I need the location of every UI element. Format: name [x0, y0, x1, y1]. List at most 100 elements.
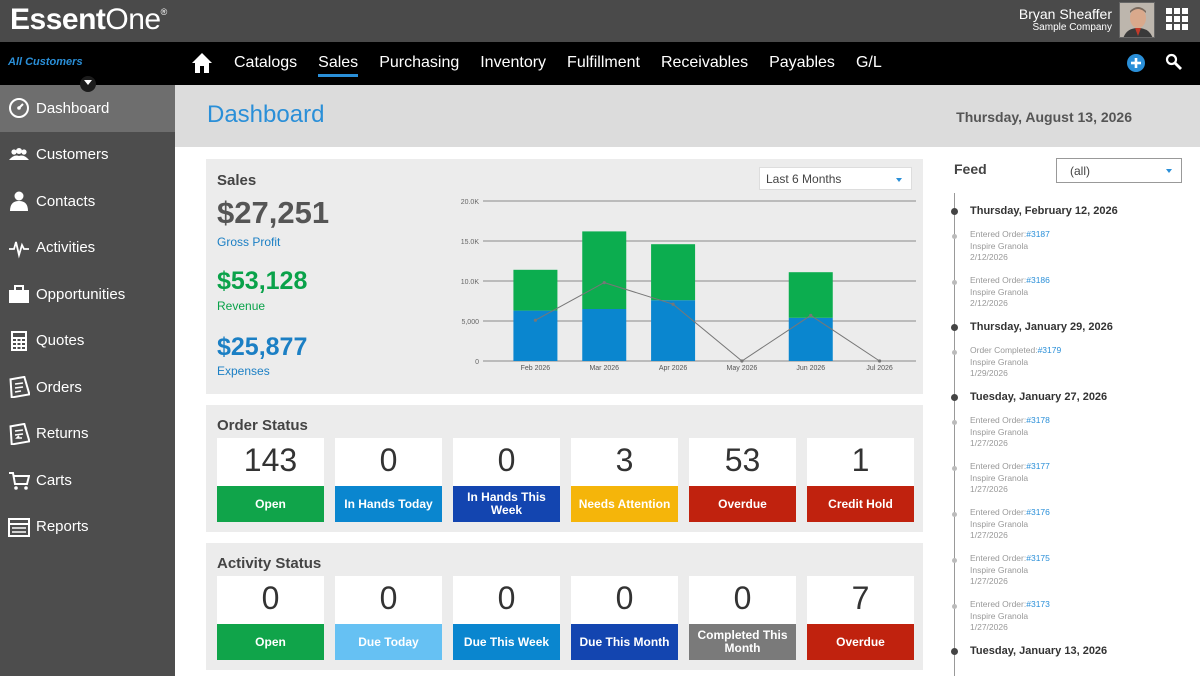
- sidebar-item-customers[interactable]: Customers: [0, 132, 175, 179]
- activity-status-tile-open[interactable]: 0 Open: [217, 576, 324, 660]
- feed-action-text: Entered Order:: [970, 229, 1027, 239]
- order-status-tile-overdue[interactable]: 53 Overdue: [689, 438, 796, 522]
- feed-item-date: 1/27/2026: [970, 576, 1008, 586]
- chart-bar[interactable]: [788, 272, 833, 318]
- user-info[interactable]: Bryan Sheaffer Sample Company: [1019, 6, 1112, 33]
- chart-point[interactable]: [740, 359, 744, 363]
- order-status-tiles: 143 Open 0 In Hands Today 0 In Hands This Wee…: [217, 438, 914, 522]
- sidebar-item-returns[interactable]: Returns: [0, 411, 175, 458]
- chart-bar[interactable]: [651, 244, 696, 301]
- tile-label: Due This Week: [453, 624, 560, 660]
- chart-bar[interactable]: [651, 300, 696, 361]
- home-icon[interactable]: [191, 52, 213, 74]
- sales-panel: Sales $27,251 Gross Profit $53,128 Reven…: [206, 159, 923, 394]
- feed-item-action: Entered Order:#3173: [970, 599, 1171, 611]
- chart-point[interactable]: [877, 359, 882, 363]
- date-range-select[interactable]: Last 6 Months: [759, 167, 912, 190]
- nav-item-receivables[interactable]: Receivables: [660, 54, 749, 71]
- feed-item-date: 2/12/2026: [970, 298, 1008, 308]
- activity-status-tile-completed-this-month[interactable]: 0 Completed This Month: [689, 576, 796, 660]
- main-content: Dashboard Thursday, August 13, 2026 Sale…: [175, 85, 1200, 676]
- sales-chart: 0 5,000 10.0K 15.0K 20.0K Feb 2026 Mar 2026 Apr…: [461, 199, 916, 372]
- nav-item-g-l[interactable]: G/L: [855, 54, 882, 71]
- order-link[interactable]: #3186: [1026, 275, 1050, 285]
- sidebar-item-label: Dashboard: [36, 99, 110, 117]
- sales-title: Sales: [217, 172, 257, 189]
- chart-point[interactable]: [533, 318, 538, 322]
- feed-item-action: Entered Order:#3178: [970, 415, 1171, 427]
- chart-bar[interactable]: [513, 269, 558, 311]
- feed-item-date: 1/27/2026: [970, 484, 1008, 494]
- order-link[interactable]: #3179: [1037, 345, 1062, 355]
- sidebar-item-contacts[interactable]: Contacts: [0, 178, 175, 225]
- order-link[interactable]: #3176: [1026, 507, 1050, 517]
- chart-y-tick: 15.0K: [461, 239, 480, 246]
- order-status-tile-credit-hold[interactable]: 1 Credit Hold: [807, 438, 914, 522]
- chart-bar[interactable]: [513, 310, 558, 361]
- order-status-tile-needs-attention[interactable]: 3 Needs Attention: [571, 438, 678, 522]
- order-link[interactable]: #3175: [1026, 553, 1050, 563]
- chart-bar[interactable]: [582, 231, 627, 309]
- activity-status-tile-due-today[interactable]: 0 Due Today: [335, 576, 442, 660]
- sidebar-item-carts[interactable]: Carts: [0, 457, 175, 504]
- feed-item: Entered Order:#3175 Inspire Granola 1/27/2…: [951, 547, 1171, 593]
- chart-bar[interactable]: [788, 317, 833, 361]
- tile-count: 0: [379, 442, 398, 478]
- feed-filter-select[interactable]: (all): [1056, 158, 1182, 183]
- sidebar-item-opportunities[interactable]: Opportunities: [0, 271, 175, 318]
- chart-point[interactable]: [671, 302, 675, 306]
- nav-item-sales[interactable]: Sales: [318, 54, 359, 77]
- chart-x-tick: Apr 2026: [659, 365, 688, 372]
- sidebar-item-orders[interactable]: Orders: [0, 364, 175, 411]
- sidebar-item-reports[interactable]: Reports: [0, 504, 175, 551]
- activity-status-tile-overdue[interactable]: 7 Overdue: [807, 576, 914, 660]
- feed-timeline: [954, 193, 955, 676]
- order-status-panel: Order Status 143 Open 0 In Hands Today 0 In H…: [206, 405, 923, 532]
- order-link[interactable]: #3173: [1026, 599, 1050, 609]
- nav-item-payables[interactable]: Payables: [769, 54, 835, 71]
- feed-item-action: Order Completed:#3179: [970, 345, 1171, 357]
- app-grid-icon[interactable]: [1165, 7, 1189, 31]
- order-status-tile-in-hands-this-week[interactable]: 0 In Hands This Week: [453, 438, 560, 522]
- order-link[interactable]: #3187: [1026, 229, 1050, 239]
- order-status-tile-in-hands-today[interactable]: 0 In Hands Today: [335, 438, 442, 522]
- chart-point[interactable]: [602, 281, 606, 285]
- chevron-down-icon[interactable]: [80, 76, 96, 92]
- nav-item-catalogs[interactable]: Catalogs: [234, 54, 298, 71]
- search-icon[interactable]: [1165, 53, 1183, 71]
- chart-x-tick: May 2026: [727, 365, 758, 372]
- chart-bar[interactable]: [582, 309, 627, 361]
- feed-item-action: Entered Order:#3176: [970, 507, 1171, 519]
- orders-icon: [8, 376, 31, 399]
- order-link[interactable]: #3178: [1026, 415, 1050, 425]
- page-title: Dashboard: [207, 101, 325, 128]
- sidebar-item-dashboard[interactable]: Dashboard: [0, 85, 175, 132]
- chart-point[interactable]: [809, 313, 813, 317]
- sidebar-item-label: Carts: [36, 471, 72, 489]
- order-status-tile-open[interactable]: 143 Open: [217, 438, 324, 522]
- feed-item-customer: Inspire Granola: [970, 564, 1029, 575]
- customer-scope-selector[interactable]: All Customers: [8, 56, 83, 68]
- activity-status-tile-due-this-week[interactable]: 0 Due This Week: [453, 576, 560, 660]
- tile-label: Due This Month: [571, 624, 678, 660]
- feed-item: Entered Order:#3178 Inspire Granola 1/27/2…: [951, 409, 1171, 455]
- gross-profit-label: Gross Profit: [217, 235, 281, 249]
- app-logo[interactable]: EssentOne®: [10, 3, 167, 36]
- nav-item-inventory[interactable]: Inventory: [480, 54, 547, 71]
- feed-item-customer: Inspire Granola: [970, 356, 1029, 367]
- sidebar-item-label: Opportunities: [36, 285, 126, 303]
- feed-day-header: Thursday, January 29, 2026: [951, 315, 1171, 339]
- chart-y-tick: 5,000: [461, 319, 479, 326]
- chart-y-tick: 10.0K: [461, 279, 480, 286]
- avatar[interactable]: [1119, 2, 1155, 38]
- nav-item-purchasing[interactable]: Purchasing: [379, 54, 460, 71]
- activity-status-tile-due-this-month[interactable]: 0 Due This Month: [571, 576, 678, 660]
- chart-x-tick: Mar 2026: [589, 365, 619, 372]
- revenue-value: $53,128: [217, 267, 308, 295]
- sidebar-item-quotes[interactable]: Quotes: [0, 318, 175, 365]
- add-new-icon[interactable]: [1127, 54, 1145, 72]
- sidebar-item-activities[interactable]: Activities: [0, 225, 175, 272]
- feed-item-customer: Inspire Granola: [970, 286, 1029, 297]
- nav-item-fulfillment[interactable]: Fulfillment: [567, 54, 640, 71]
- order-link[interactable]: #3177: [1026, 461, 1050, 471]
